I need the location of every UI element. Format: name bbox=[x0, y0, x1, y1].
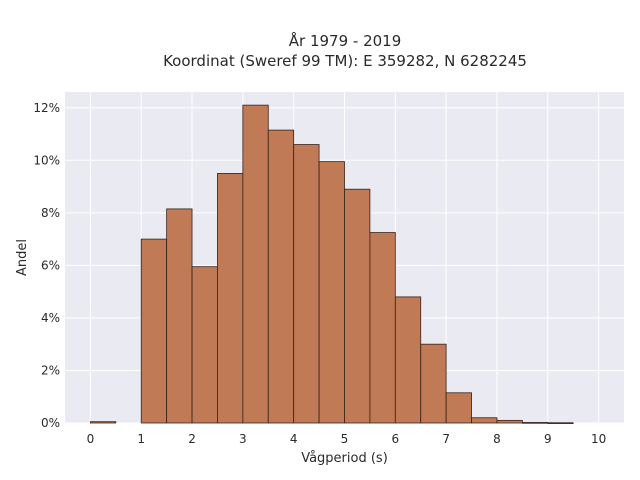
y-tick-label: 6% bbox=[41, 258, 60, 272]
chart-title: År 1979 - 2019 bbox=[289, 31, 402, 50]
histogram-bar bbox=[547, 422, 574, 424]
y-tick-label: 2% bbox=[41, 363, 60, 377]
histogram-bar bbox=[445, 392, 472, 424]
histogram-bar bbox=[90, 421, 117, 424]
bars bbox=[90, 104, 574, 424]
y-axis-ticks: 0% 2% 4% 6% 8% 10% 12% bbox=[33, 101, 60, 430]
y-tick-label: 8% bbox=[41, 206, 60, 220]
histogram-bar bbox=[369, 232, 396, 424]
x-tick-label: 0 bbox=[87, 432, 95, 446]
x-tick-label: 8 bbox=[493, 432, 501, 446]
histogram-bar bbox=[166, 208, 193, 424]
x-tick-label: 3 bbox=[239, 432, 247, 446]
histogram-bar bbox=[471, 417, 498, 424]
x-tick-label: 7 bbox=[442, 432, 450, 446]
histogram-bar bbox=[496, 419, 523, 424]
histogram-bar bbox=[242, 104, 269, 424]
x-tick-label: 6 bbox=[391, 432, 399, 446]
y-axis-label: Andel bbox=[15, 239, 30, 276]
histogram-bar bbox=[293, 144, 320, 424]
x-tick-label: 2 bbox=[188, 432, 196, 446]
histogram-bar bbox=[318, 161, 345, 424]
x-tick-label: 5 bbox=[341, 432, 349, 446]
histogram-bar bbox=[344, 188, 371, 424]
y-tick-label: 12% bbox=[33, 101, 60, 115]
x-tick-label: 1 bbox=[137, 432, 145, 446]
x-tick-label: 4 bbox=[290, 432, 298, 446]
y-tick-label: 4% bbox=[41, 311, 60, 325]
histogram-bar bbox=[191, 266, 218, 424]
x-axis-ticks: 0 1 2 3 4 5 6 7 8 9 10 bbox=[87, 432, 607, 446]
y-tick-label: 0% bbox=[41, 416, 60, 430]
histogram-bar bbox=[140, 238, 168, 424]
histogram-bar bbox=[521, 422, 549, 424]
x-tick-label: 10 bbox=[591, 432, 606, 446]
y-tick-label: 10% bbox=[33, 153, 60, 167]
histogram-bar bbox=[420, 343, 447, 424]
histogram-bar bbox=[217, 173, 244, 424]
chart-subtitle: Koordinat (Sweref 99 TM): E 359282, N 62… bbox=[163, 52, 527, 70]
x-axis-label: Vågperiod (s) bbox=[301, 451, 388, 466]
histogram-bar bbox=[267, 129, 295, 424]
x-tick-label: 9 bbox=[544, 432, 552, 446]
histogram-bar bbox=[394, 296, 422, 424]
